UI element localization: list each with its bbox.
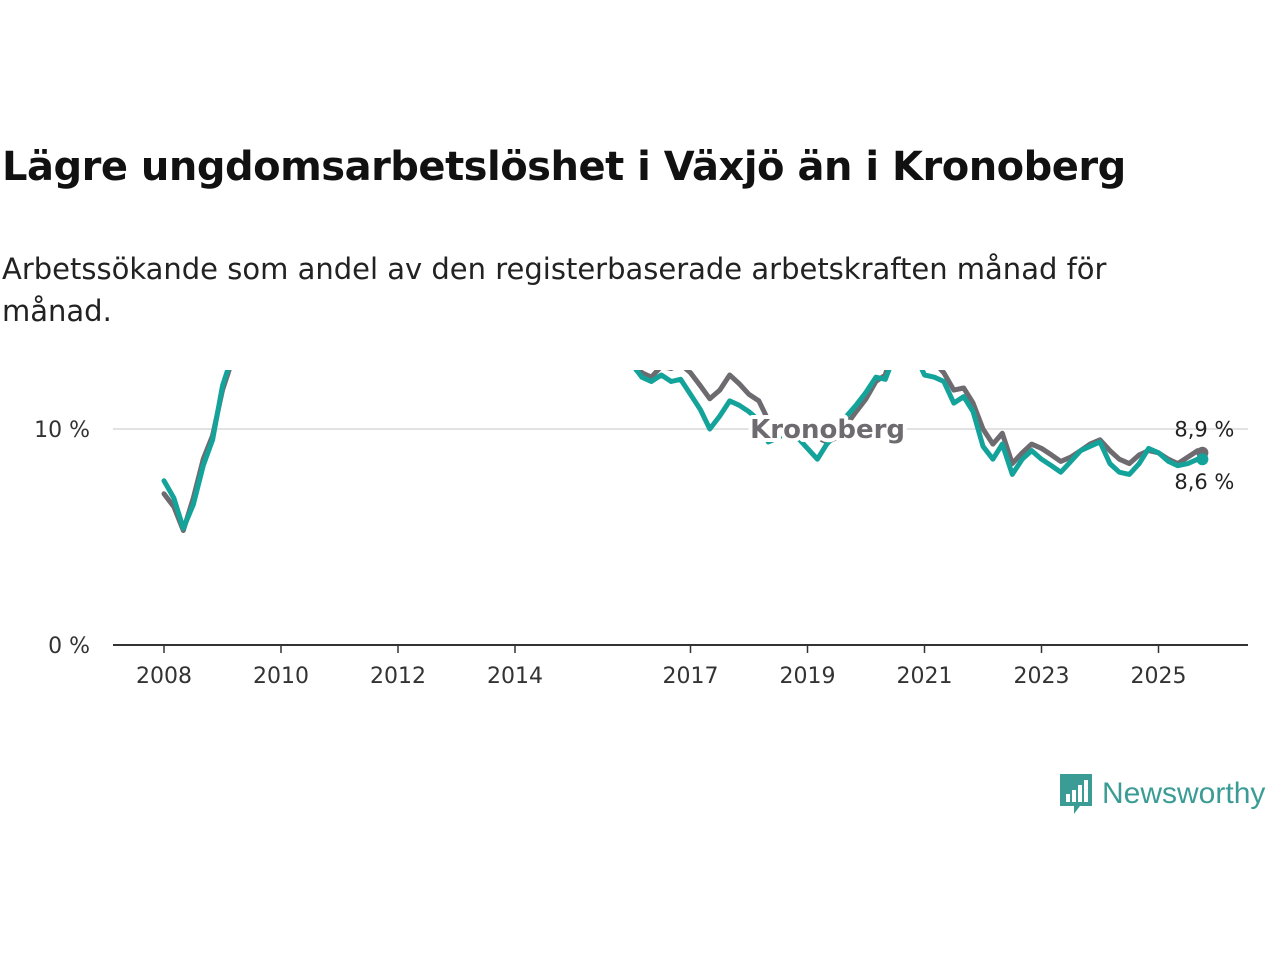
- x-tick-label: 2023: [1014, 664, 1070, 689]
- end-value-label-kronoberg: 8,9 %: [1174, 418, 1234, 442]
- x-tick-label: 2008: [136, 664, 192, 689]
- series-labels: KronobergVäxjö8,9 %8,6 %: [746, 411, 1234, 494]
- series-end-dot: [1196, 453, 1209, 466]
- x-tick-label: 2012: [370, 664, 426, 689]
- x-tick-label: 2010: [253, 664, 309, 689]
- y-axis-ticks: 0 %10 %20 %: [34, 418, 90, 659]
- series-label-kronoberg: Kronoberg: [750, 415, 905, 445]
- x-tick-label: 2025: [1131, 664, 1187, 689]
- bar-chart-logo-icon: [1060, 774, 1092, 814]
- chart-subtitle: Arbetssökande som andel av den registerb…: [2, 252, 1107, 328]
- x-tick-label: 2019: [780, 664, 836, 689]
- series-line-kronoberg: [161, 370, 1205, 533]
- y-tick-label: 0 %: [48, 634, 90, 659]
- end-value-label-vaxjo: 8,6 %: [1174, 470, 1234, 494]
- brand-name: Newsworthy: [1102, 777, 1266, 810]
- series-line-v-xj-: [161, 370, 1205, 531]
- x-axis: 2008 2010 2012 2014 2017 2019 2021 2023 2025: [113, 644, 1248, 689]
- y-tick-label: 10 %: [34, 418, 90, 443]
- x-tick-label: 2017: [663, 664, 719, 689]
- x-tick-label: 2014: [487, 664, 543, 689]
- x-tick-label: 2021: [897, 664, 953, 689]
- grid-lines: [113, 428, 1248, 430]
- series-lines: [161, 370, 1209, 533]
- chart-title: Lägre ungdomsarbetslöshet i Växjö än i K…: [2, 144, 1126, 190]
- line-chart: 0 %10 %20 % 2008201020122014201720192021…: [34, 370, 1248, 689]
- newsworthy-logo: Newsworthy: [1058, 772, 1265, 816]
